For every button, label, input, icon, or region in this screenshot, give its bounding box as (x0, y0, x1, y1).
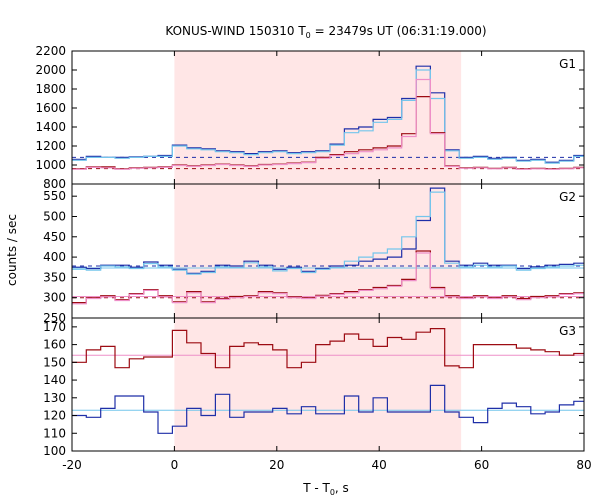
y-tick-label: 250 (43, 311, 66, 325)
y-tick-label: 100 (43, 444, 66, 458)
y-tick-label: 550 (43, 189, 66, 203)
shaded-interval (174, 51, 462, 451)
x-tick-label: 60 (474, 458, 489, 472)
x-tick-label: 40 (372, 458, 387, 472)
y-tick-label: 450 (43, 230, 66, 244)
panel-label-g1: G1 (559, 57, 576, 71)
x-tick-label: 0 (171, 458, 179, 472)
panel-g1 (72, 65, 584, 170)
y-tick-label: 1000 (35, 158, 66, 172)
x-axis-label: T - T0, s (302, 481, 349, 497)
x-tick-label: -20 (62, 458, 82, 472)
x-tick-label: 20 (269, 458, 284, 472)
plot-area (72, 65, 584, 434)
y-tick-label: 160 (43, 338, 66, 352)
series-pink (72, 78, 584, 170)
panel-label-g2: G2 (559, 190, 576, 204)
burst-interval-shading (174, 51, 462, 451)
x-tick-label: 80 (576, 458, 591, 472)
series-blue (72, 384, 584, 434)
series-lightblue (72, 69, 584, 164)
y-tick-label: 1600 (35, 101, 66, 115)
y-tick-label: 120 (43, 409, 66, 423)
y-tick-label: 110 (43, 426, 66, 440)
y-tick-label: 140 (43, 373, 66, 387)
y-tick-label: 2000 (35, 63, 66, 77)
tick-labels: 8001000120014001600180020002200250300350… (35, 44, 591, 472)
y-tick-label: 1400 (35, 120, 66, 134)
y-tick-label: 400 (43, 250, 66, 264)
y-tick-label: 1200 (35, 139, 66, 153)
chart-title: KONUS-WIND 150310 T0 = 23479s UT (06:31:… (165, 24, 486, 40)
series-red (72, 328, 584, 369)
y-tick-label: 130 (43, 391, 66, 405)
y-tick-label: 1800 (35, 82, 66, 96)
y-tick-label: 150 (43, 355, 66, 369)
y-axis-label: counts / sec (5, 214, 19, 286)
panel-g3 (72, 328, 584, 434)
axes-frame: G1 G2 G3 (71, 50, 585, 452)
series-pink (72, 252, 584, 305)
y-tick-label: 800 (43, 177, 66, 191)
panel-frame-g3 (71, 317, 585, 452)
y-tick-label: 170 (43, 320, 66, 334)
y-tick-label: 350 (43, 270, 66, 284)
panel-g2 (72, 187, 584, 305)
y-tick-label: 500 (43, 209, 66, 223)
panel-label-g3: G3 (559, 324, 576, 338)
series-lightblue (72, 191, 584, 275)
y-tick-label: 2200 (35, 44, 66, 58)
y-tick-label: 300 (43, 291, 66, 305)
